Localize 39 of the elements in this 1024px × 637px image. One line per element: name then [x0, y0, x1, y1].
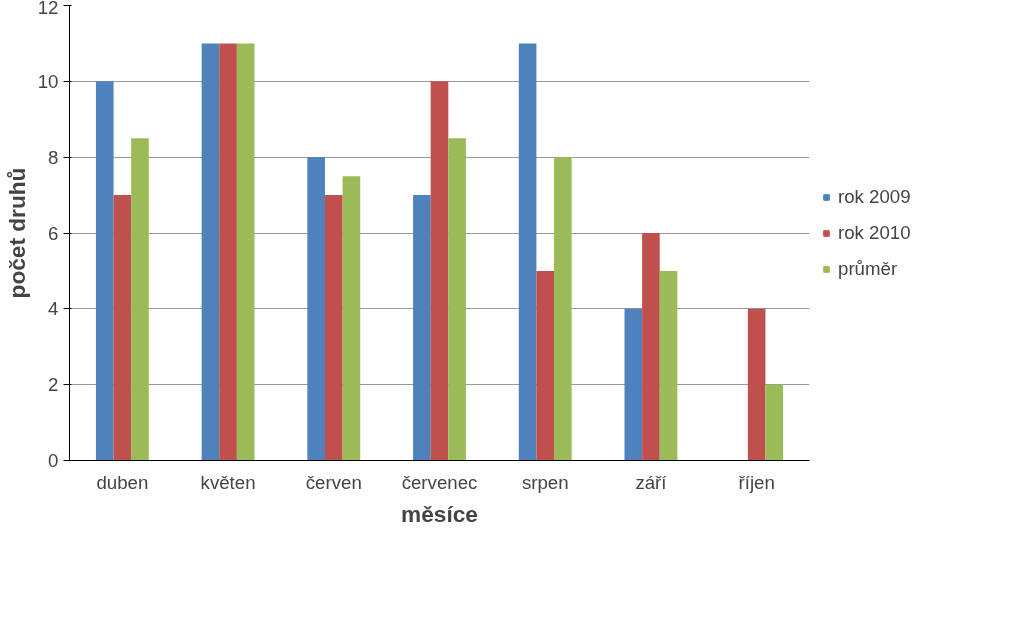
bar: [747, 308, 766, 461]
y-tick-label: 4: [48, 298, 59, 320]
x-tick-label: duben: [96, 471, 149, 493]
bar: [765, 384, 784, 461]
x-tick-label: říjen: [738, 471, 775, 493]
bar: [536, 270, 555, 461]
bar: [131, 138, 149, 461]
y-tick-label: 8: [48, 146, 59, 168]
legend-label: průměr: [838, 257, 898, 280]
x-tick-label: září: [635, 471, 668, 493]
bar: [113, 195, 132, 461]
bar: [342, 176, 361, 461]
x-axis-title: měsíce: [401, 500, 478, 527]
bar: [659, 270, 678, 461]
bar: [518, 43, 537, 461]
bar: [236, 43, 255, 461]
bar: [413, 195, 431, 461]
x-tick-label: květen: [200, 471, 256, 493]
y-tick-label: 10: [37, 70, 59, 92]
x-tick-label: červen: [305, 471, 362, 493]
bar: [324, 195, 343, 461]
x-tick-label: červenec: [401, 471, 478, 493]
bar: [95, 81, 114, 461]
legend-label: rok 2009: [838, 185, 911, 208]
y-tick-label: 6: [48, 222, 59, 244]
bar: [448, 138, 466, 461]
bar: [642, 233, 660, 461]
legend-label: rok 2010: [838, 221, 911, 244]
bar: [219, 43, 237, 461]
y-tick-label: 12: [37, 0, 59, 18]
bar: [307, 157, 325, 461]
y-tick-label: 0: [48, 450, 59, 471]
x-tick-label: srpen: [521, 471, 569, 493]
bar: [430, 81, 449, 461]
bar: [624, 308, 643, 461]
y-axis-title: počet druhů: [3, 167, 30, 299]
bar: [201, 43, 220, 461]
bar: [554, 157, 572, 461]
y-tick-label: 2: [48, 374, 59, 396]
